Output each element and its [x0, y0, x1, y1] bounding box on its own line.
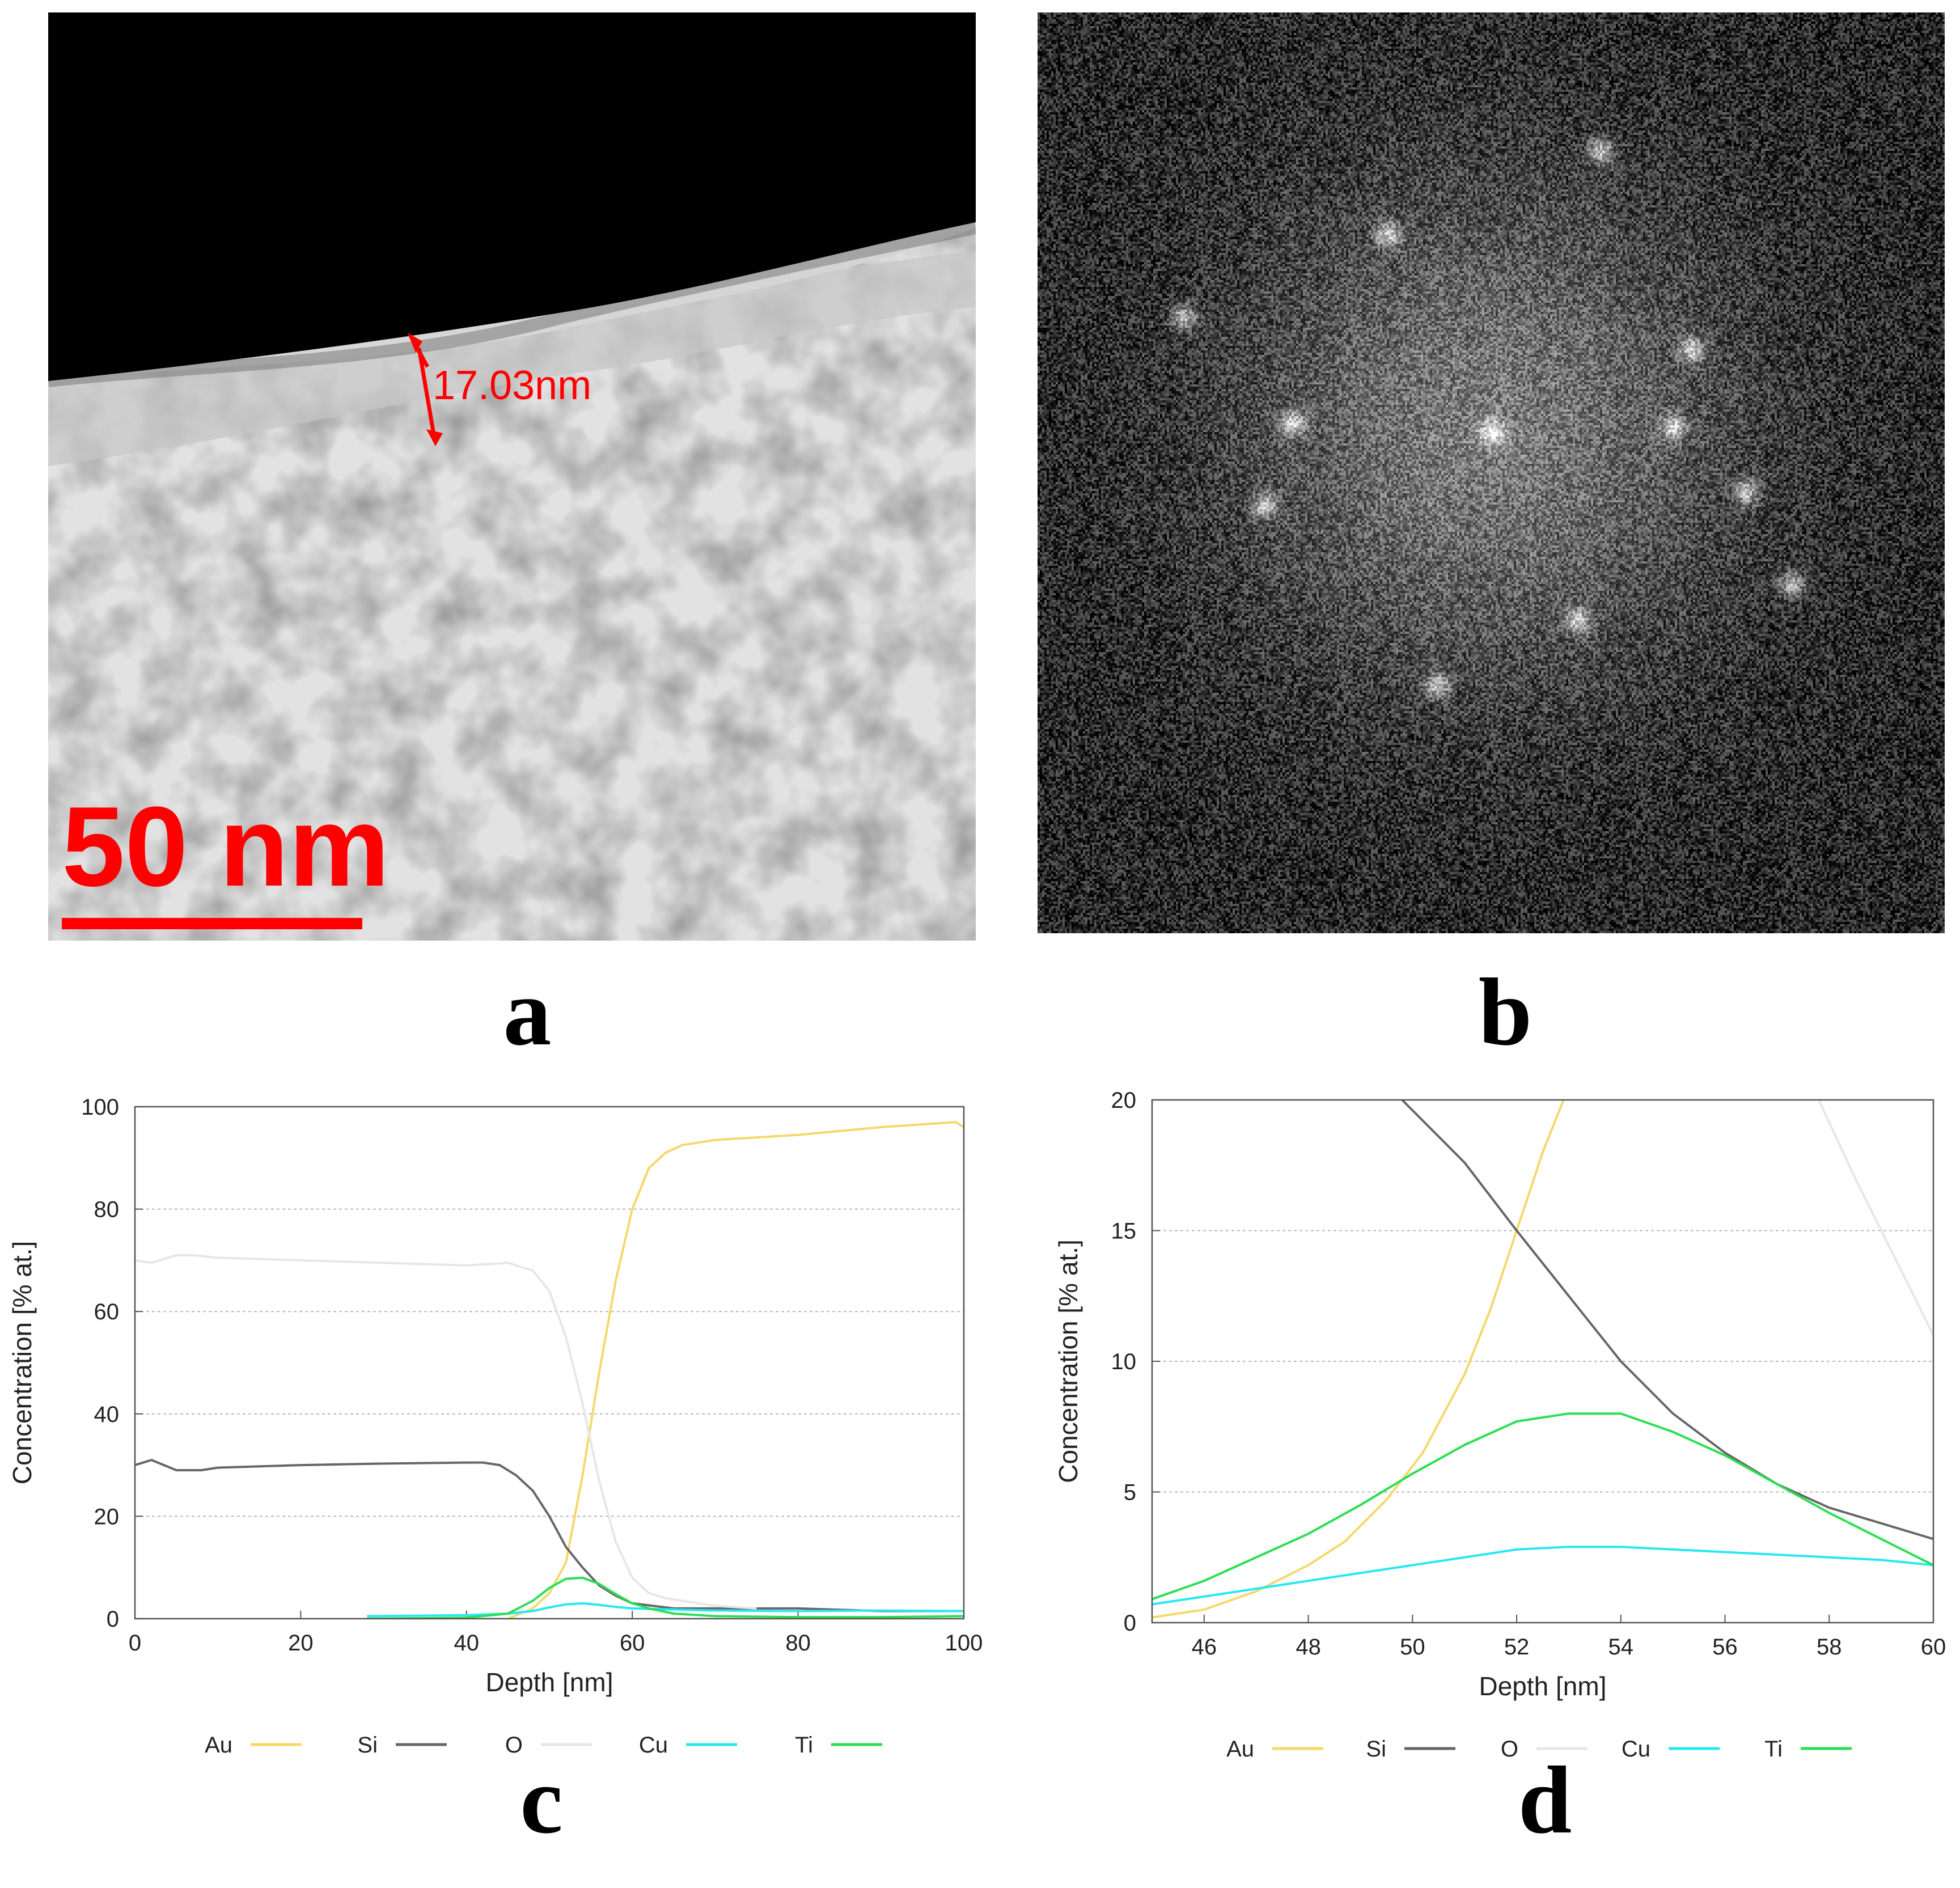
series-group — [1152, 1100, 1933, 1619]
series-line-ti — [1152, 1412, 1933, 1601]
legend-label-au: Au — [1226, 1737, 1254, 1762]
y-axis-label: Concentration [% at.] — [7, 1241, 37, 1485]
fft-pattern-panel — [1038, 12, 1945, 933]
thickness-measurement-label: 17.03nm — [433, 363, 591, 408]
x-tick-label: 58 — [1817, 1635, 1842, 1660]
y-tick-label: 10 — [1111, 1349, 1137, 1374]
x-tick-label: 52 — [1504, 1635, 1530, 1660]
y-tick-label: 15 — [1111, 1219, 1137, 1244]
x-tick-label: 40 — [454, 1631, 480, 1656]
panel-label-c: c — [520, 1747, 563, 1853]
y-tick-label: 20 — [1111, 1088, 1137, 1113]
panel-label-d: d — [1518, 1747, 1572, 1853]
series-line-si — [135, 1459, 964, 1612]
scale-bar-label: 50 nm — [62, 784, 390, 910]
x-axis-label: Depth [nm] — [486, 1667, 613, 1697]
oxide-film-band — [48, 251, 976, 466]
series-line-cu — [1152, 1546, 1933, 1606]
legend-label-ti: Ti — [1764, 1737, 1783, 1762]
legend-label-o: O — [1501, 1737, 1518, 1762]
thickness-arrow-head-top — [408, 333, 422, 353]
x-tick-label: 50 — [1400, 1635, 1425, 1660]
fft-pattern — [1038, 12, 1945, 933]
x-tick-label: 56 — [1712, 1635, 1738, 1660]
y-tick-label: 0 — [107, 1607, 119, 1632]
legend-label-cu: Cu — [639, 1733, 668, 1758]
x-tick-label: 20 — [288, 1631, 314, 1656]
tem-image-panel: 17.03nm 50 nm — [48, 12, 976, 941]
vacuum-region — [48, 12, 976, 381]
y-tick-label: 20 — [94, 1504, 120, 1529]
depth-profile-chart-full: 0 20 40 60 80 100 0 20 40 60 80 100 Depth [nm] Concen… — [7, 1095, 983, 1758]
plot-area — [135, 1107, 964, 1619]
series-line-si — [1401, 1100, 1933, 1540]
x-tick-label: 60 — [620, 1631, 645, 1656]
series-line-au — [1152, 1100, 1565, 1619]
series-line-o — [1818, 1100, 1933, 1336]
y-tick-label: 5 — [1124, 1480, 1136, 1505]
x-tick-label: 100 — [945, 1631, 983, 1656]
legend-label-ti: Ti — [795, 1733, 813, 1758]
series-group — [135, 1121, 964, 1619]
panel-label-a: a — [503, 959, 552, 1065]
x-axis-label: Depth [nm] — [1479, 1671, 1607, 1701]
x-tick-label: 80 — [785, 1631, 811, 1656]
plot-frame — [1151, 1099, 1934, 1624]
x-tick-label: 46 — [1192, 1635, 1217, 1660]
plot-frame — [134, 1106, 965, 1620]
legend-label-o: O — [505, 1733, 523, 1758]
series-line-cu — [367, 1602, 964, 1618]
plot-area — [1152, 1100, 1933, 1623]
x-tick-label: 0 — [129, 1631, 141, 1656]
x-tick-label: 54 — [1608, 1635, 1634, 1660]
x-tick-label: 48 — [1296, 1635, 1321, 1660]
y-tick-label: 60 — [94, 1299, 120, 1324]
legend-label-cu: Cu — [1622, 1737, 1650, 1762]
tem-micrograph: 17.03nm 50 nm — [48, 12, 976, 941]
legend-label-si: Si — [357, 1733, 378, 1758]
series-line-o — [135, 1254, 757, 1610]
y-axis-label: Concentration [% at.] — [1053, 1239, 1083, 1483]
y-tick-label: 40 — [94, 1402, 120, 1427]
y-tick-label: 100 — [81, 1095, 119, 1120]
legend-label-si: Si — [1366, 1737, 1386, 1762]
x-tick-label: 60 — [1921, 1635, 1946, 1660]
depth-profile-chart-zoom: 0 5 10 15 20 46 48 50 52 54 56 58 60 Depth [nm] Concen… — [1053, 1088, 1946, 1762]
legend-label-au: Au — [205, 1733, 232, 1758]
scale-bar — [62, 918, 362, 929]
film-edge-dark-line — [48, 222, 976, 387]
y-tick-label: 80 — [94, 1197, 120, 1222]
panel-label-b: b — [1478, 959, 1533, 1065]
series-line-au — [507, 1121, 964, 1619]
y-tick-label: 0 — [1124, 1611, 1136, 1636]
thickness-arrow-head-bottom — [426, 429, 443, 446]
series-line-ti — [367, 1576, 964, 1619]
